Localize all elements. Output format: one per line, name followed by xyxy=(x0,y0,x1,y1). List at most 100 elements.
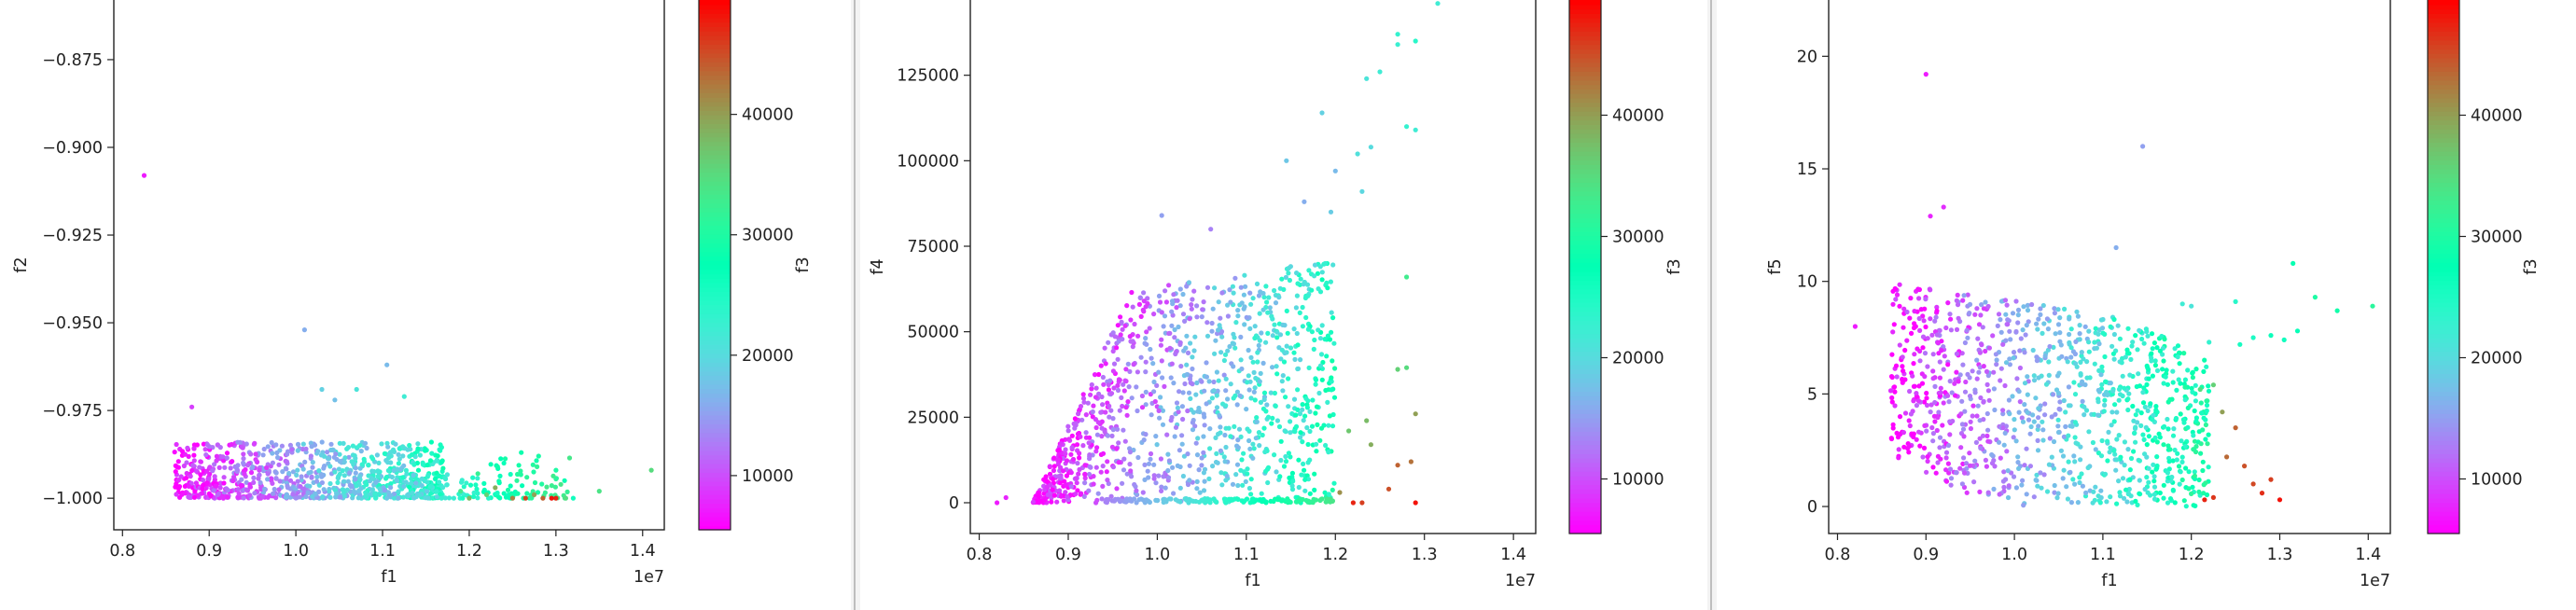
scatter-point xyxy=(1319,110,1325,116)
colorbar-segment xyxy=(1569,4,1601,10)
colorbar-segment xyxy=(1569,115,1601,121)
colorbar-segment xyxy=(699,494,731,500)
scatter-point xyxy=(1091,481,1096,487)
scatter-point xyxy=(2233,425,2238,431)
scatter-point xyxy=(1292,429,1298,435)
scatter-point xyxy=(385,444,391,450)
scatter-point xyxy=(1225,302,1231,308)
scatter-point xyxy=(1283,429,1288,435)
colorbar-segment xyxy=(699,181,731,187)
colorbar-segment xyxy=(1569,177,1601,184)
scatter-point xyxy=(1185,497,1191,504)
scatter-point xyxy=(1103,409,1108,415)
colorbar-segment xyxy=(699,304,731,310)
scatter-point xyxy=(1303,395,1309,401)
scatter-point xyxy=(1132,321,1137,327)
scatter-point xyxy=(1158,395,1163,400)
colorbar-segment xyxy=(699,388,731,394)
colorbar-segment xyxy=(1569,97,1601,104)
scatter-point xyxy=(1890,301,1896,307)
scatter-point xyxy=(1317,363,1324,368)
scatter-point xyxy=(1895,435,1901,440)
colorbar-segment xyxy=(2428,257,2459,263)
scatter-point xyxy=(1948,327,1954,333)
colorbar-segment xyxy=(1569,137,1601,144)
scatter-point xyxy=(1919,381,1926,386)
scatter-point xyxy=(648,467,654,473)
scatter-point xyxy=(384,362,390,367)
scatter-point xyxy=(1243,478,1248,485)
scatter-point xyxy=(2130,403,2136,409)
scatter-point xyxy=(270,491,276,496)
scatter-point xyxy=(2093,326,2098,331)
scatter-point xyxy=(1978,445,1984,451)
scatter-point xyxy=(1284,158,1289,163)
scatter-point xyxy=(2040,330,2045,336)
scatter-point xyxy=(1916,383,1922,389)
scatter-point xyxy=(314,474,320,479)
scatter-point xyxy=(1981,364,1986,369)
scatter-point xyxy=(2250,481,2256,487)
scatter-point xyxy=(1935,453,1941,459)
scatter-point xyxy=(532,492,537,498)
scatter-point xyxy=(2146,376,2151,381)
scatter-point xyxy=(1897,303,1902,309)
scatter-point xyxy=(1961,434,1967,439)
scatter-point xyxy=(305,490,311,496)
scatter-point xyxy=(2277,497,2283,503)
scatter-point xyxy=(2204,408,2209,413)
scatter-point xyxy=(1135,369,1140,375)
colorbar-segment xyxy=(1569,13,1601,19)
x-tick-label: 1.4 xyxy=(1500,546,1526,564)
scatter-point xyxy=(1171,491,1177,496)
scatter-point xyxy=(2094,345,2099,351)
scatter-point xyxy=(1994,362,1999,367)
scatter-point xyxy=(2041,472,2047,478)
colorbar-segment xyxy=(2428,444,2459,451)
scatter-point xyxy=(1063,490,1068,495)
scatter-point xyxy=(2149,355,2154,361)
x-tick-label: 0.9 xyxy=(1913,546,1939,564)
scatter-point xyxy=(415,441,421,447)
scatter-point xyxy=(1248,354,1254,360)
scatter-point xyxy=(1330,487,1335,493)
x-tick-label: 1.1 xyxy=(369,542,396,561)
colorbar-segment xyxy=(699,410,731,416)
scatter-point xyxy=(1311,346,1316,352)
scatter-point xyxy=(186,494,191,500)
scatter-point xyxy=(2312,295,2318,300)
colorbar-segment xyxy=(1569,476,1601,481)
scatter-point xyxy=(1179,433,1185,438)
scatter-point xyxy=(1314,449,1319,454)
colorbar-segment xyxy=(2428,373,2459,379)
colorbar-segment xyxy=(2428,115,2459,121)
x-axis-label: f1 xyxy=(381,568,397,587)
scatter-point xyxy=(1329,387,1334,393)
scatter-point xyxy=(2133,439,2138,445)
scatter-point xyxy=(1998,455,2003,461)
scatter-point xyxy=(1121,381,1126,387)
scatter-point xyxy=(2204,492,2210,498)
scatter-point xyxy=(1199,497,1204,504)
scatter-point xyxy=(361,456,367,462)
scatter-point xyxy=(347,470,353,476)
scatter-point xyxy=(1233,320,1239,326)
scatter-point xyxy=(1906,418,1912,423)
scatter-point xyxy=(1130,339,1135,344)
scatter-point xyxy=(1181,453,1187,459)
scatter-point xyxy=(280,469,285,475)
scatter-point xyxy=(439,495,444,501)
scatter-point xyxy=(1312,262,1318,268)
scatter-point xyxy=(1998,298,2005,304)
colorbar-segment xyxy=(2428,93,2459,99)
colorbar-segment xyxy=(2428,520,2459,526)
scatter-point xyxy=(1313,381,1318,387)
scatter-point xyxy=(1003,494,1009,501)
scatter-point xyxy=(1221,454,1227,460)
scatter-point xyxy=(1157,299,1163,305)
colorbar-segment xyxy=(1569,49,1601,54)
scatter-point xyxy=(1264,402,1270,408)
scatter-point xyxy=(243,466,248,473)
scatter-point xyxy=(475,495,480,501)
scatter-point xyxy=(1186,280,1191,285)
